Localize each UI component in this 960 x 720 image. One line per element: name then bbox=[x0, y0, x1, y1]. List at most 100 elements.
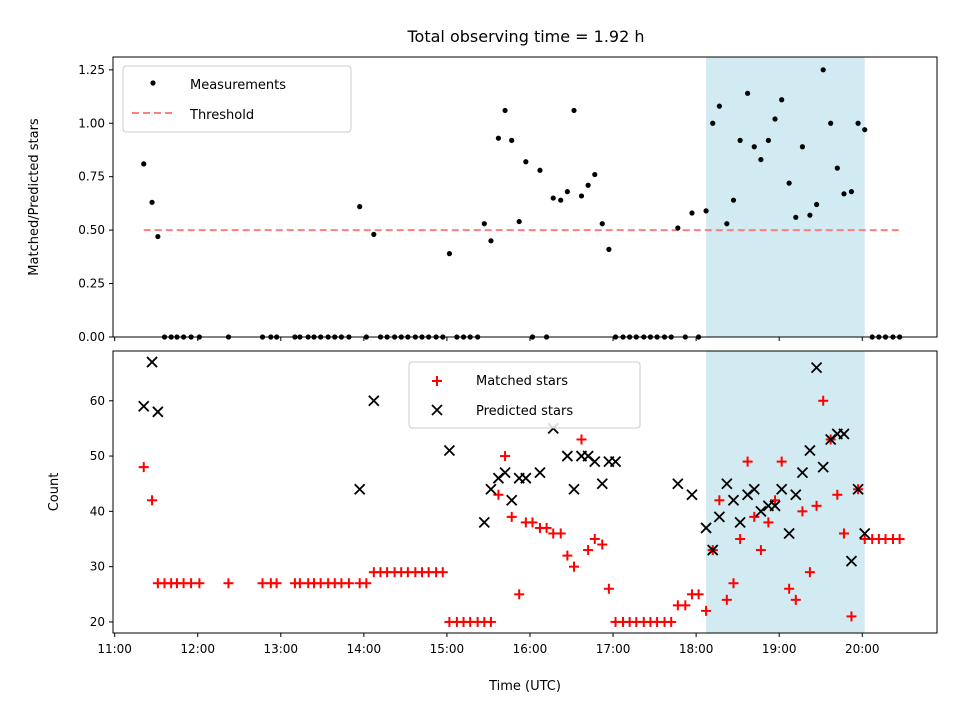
predicted-point bbox=[776, 483, 788, 495]
matched-point bbox=[818, 395, 829, 406]
matched-point bbox=[832, 489, 843, 500]
predicted-point bbox=[796, 467, 809, 479]
bottom-panel-frame bbox=[112, 350, 938, 634]
measurement-point bbox=[149, 199, 155, 205]
predicted-point bbox=[804, 444, 816, 457]
bottom-xtick-label: 19:00 bbox=[762, 642, 797, 656]
predicted-point bbox=[838, 428, 850, 440]
measurement-point bbox=[799, 144, 806, 150]
matched-point bbox=[701, 605, 712, 616]
matched-point bbox=[514, 589, 525, 600]
bottom-ytick-label: 60 bbox=[90, 394, 105, 408]
bottom-ytick-label: 40 bbox=[90, 504, 105, 518]
measurement-point bbox=[371, 231, 377, 238]
matched-point bbox=[693, 589, 704, 600]
measurement-point bbox=[716, 103, 722, 109]
predicted-point bbox=[152, 406, 164, 418]
bottom-xtick-label: 11:00 bbox=[97, 642, 132, 656]
matched-point bbox=[506, 511, 517, 522]
matched-point bbox=[666, 616, 677, 627]
matched-point bbox=[797, 506, 808, 517]
measurement-point bbox=[807, 212, 813, 218]
measurement-point bbox=[592, 171, 598, 178]
predicted-point bbox=[499, 467, 511, 479]
measurement-point bbox=[578, 193, 585, 199]
measurement-point bbox=[855, 120, 861, 126]
predicted-point bbox=[520, 472, 532, 484]
bottom-ylabel: Count bbox=[47, 473, 62, 512]
measurement-point bbox=[765, 137, 771, 143]
measurement-point bbox=[786, 180, 792, 186]
top-ytick-label: 1.00 bbox=[78, 116, 105, 130]
matched-point bbox=[569, 561, 580, 572]
measurement-point bbox=[737, 137, 743, 143]
legend-predicted-label: Predicted stars bbox=[476, 404, 573, 419]
predicted-point bbox=[368, 395, 380, 407]
predicted-point bbox=[672, 478, 684, 490]
matched-point bbox=[742, 456, 753, 467]
measurement-point bbox=[481, 221, 487, 227]
chart-title: Total observing time = 1.92 h bbox=[406, 27, 644, 46]
bottom-xtick-label: 14:00 bbox=[347, 642, 382, 656]
predicted-point bbox=[713, 511, 726, 523]
matched-point bbox=[271, 578, 282, 589]
measurement-point bbox=[772, 116, 778, 122]
measurement-point bbox=[813, 201, 820, 208]
measurement-point bbox=[820, 67, 826, 73]
legend-threshold-label: Threshold bbox=[189, 108, 254, 123]
bottom-xtick-label: 12:00 bbox=[180, 642, 215, 656]
bottom-xtick-label: 16:00 bbox=[513, 642, 548, 656]
matched-point bbox=[485, 616, 496, 627]
measurement-point bbox=[779, 97, 785, 103]
predicted-point bbox=[721, 478, 733, 490]
measurement-point bbox=[751, 144, 757, 150]
matched-point bbox=[527, 517, 538, 528]
bottom-xtick-label: 18:00 bbox=[679, 642, 714, 656]
matched-point bbox=[790, 594, 801, 605]
measurement-point bbox=[495, 135, 502, 141]
matched-point bbox=[755, 545, 766, 556]
matched-point bbox=[680, 600, 691, 611]
predicted-point bbox=[727, 494, 740, 506]
measurement-point bbox=[599, 221, 605, 227]
legend-measurements-marker bbox=[150, 80, 156, 86]
bottom-xtick-label: 17:00 bbox=[596, 642, 631, 656]
predicted-point bbox=[443, 444, 456, 457]
predicted-point bbox=[769, 500, 781, 512]
predicted-point bbox=[568, 483, 580, 495]
measurement-point bbox=[758, 156, 764, 163]
matched-point bbox=[784, 583, 795, 594]
matched-point bbox=[763, 517, 774, 528]
top-ytick-label: 0.25 bbox=[78, 277, 105, 291]
measurement-point bbox=[509, 137, 515, 143]
predicted-point bbox=[138, 400, 150, 412]
matched-point bbox=[846, 611, 857, 622]
top-panel-frame bbox=[112, 56, 938, 338]
bottom-xtick-label: 13:00 bbox=[263, 642, 298, 656]
measurement-point bbox=[523, 159, 529, 165]
matched-point bbox=[894, 534, 905, 544]
measurement-point bbox=[357, 204, 363, 210]
top-legend-box bbox=[122, 65, 352, 133]
top-grid-ticks: 0.00 0.25 0.50 0.75 1.00 1.25 bbox=[78, 63, 863, 344]
top-ytick-label: 1.25 bbox=[78, 63, 105, 77]
measurement-point bbox=[745, 90, 751, 96]
predicted-point bbox=[609, 455, 622, 468]
measurement-point bbox=[834, 165, 840, 171]
bottom-matched-series bbox=[138, 395, 905, 627]
predicted-point bbox=[817, 461, 829, 473]
measurement-point bbox=[558, 197, 564, 203]
predicted-point bbox=[354, 483, 366, 495]
predicted-point bbox=[783, 527, 795, 540]
legend-matched-label: Matched stars bbox=[476, 374, 568, 389]
matched-point bbox=[583, 545, 594, 556]
bottom-ytick-label: 30 bbox=[90, 560, 105, 574]
top-legend: Measurements Threshold bbox=[122, 65, 352, 133]
top-ytick-label: 0.75 bbox=[78, 170, 105, 184]
bottom-legend: Matched stars Predicted stars bbox=[408, 361, 641, 429]
matched-point bbox=[562, 550, 573, 561]
matched-point bbox=[838, 528, 849, 539]
predicted-point bbox=[755, 505, 767, 517]
bottom-ytick-label: 20 bbox=[90, 615, 105, 629]
